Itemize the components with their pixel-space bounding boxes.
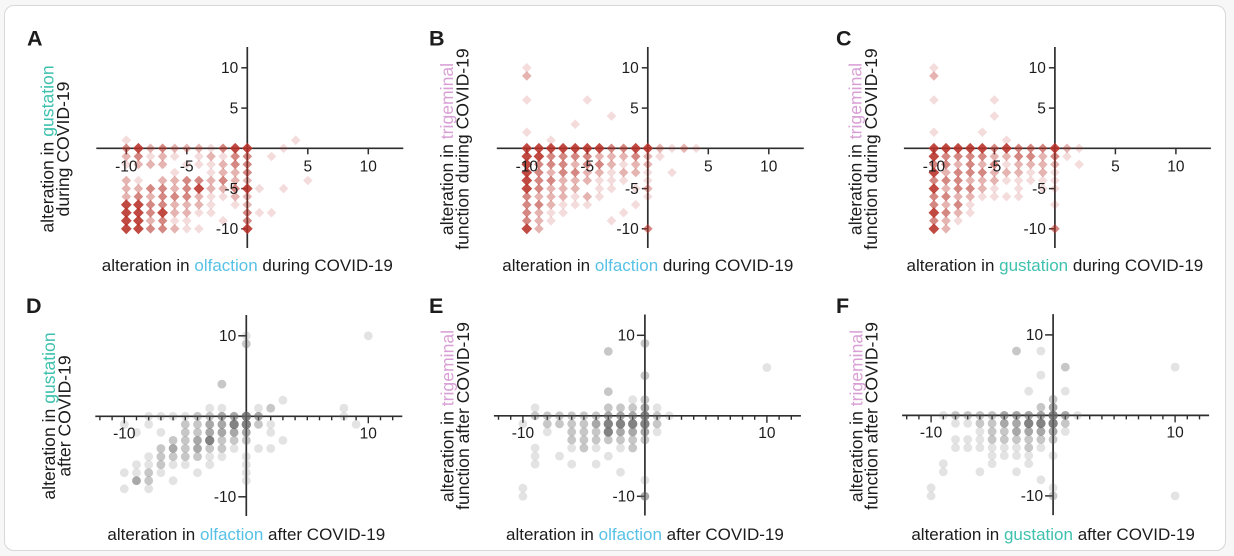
- svg-text:10: 10: [1166, 424, 1184, 441]
- svg-text:alteration in olfaction after: alteration in olfaction after COVID-19: [107, 525, 385, 544]
- svg-text:-10: -10: [1021, 488, 1044, 505]
- svg-text:10: 10: [221, 60, 239, 77]
- svg-text:alteration in trigeminal: alteration in trigeminal: [845, 63, 865, 235]
- svg-text:function during COVID-19: function during COVID-19: [452, 48, 472, 249]
- svg-text:5: 5: [630, 100, 639, 117]
- svg-text:-5: -5: [1032, 181, 1046, 198]
- svg-text:5: 5: [704, 158, 713, 175]
- svg-text:-5: -5: [180, 158, 194, 175]
- svg-text:-10: -10: [616, 221, 639, 238]
- svg-text:10: 10: [1029, 60, 1047, 77]
- svg-text:alteration in olfaction during: alteration in olfaction during COVID-19: [502, 256, 793, 275]
- svg-text:F: F: [836, 294, 849, 318]
- svg-text:after COVID-19: after COVID-19: [54, 355, 74, 476]
- svg-text:alteration in trigeminal: alteration in trigeminal: [438, 330, 458, 502]
- svg-text:alteration in gustation after: alteration in gustation after COVID-19: [911, 525, 1195, 544]
- svg-text:10: 10: [758, 425, 776, 442]
- svg-text:alteration in gustation: alteration in gustation: [37, 65, 57, 232]
- svg-text:-5: -5: [625, 181, 639, 198]
- svg-text:-10: -10: [512, 425, 535, 442]
- svg-text:10: 10: [1026, 327, 1044, 344]
- svg-text:5: 5: [1111, 158, 1120, 175]
- svg-text:during COVID-19: during COVID-19: [53, 82, 73, 217]
- svg-text:10: 10: [622, 60, 640, 77]
- svg-text:-10: -10: [920, 424, 943, 441]
- svg-text:10: 10: [360, 425, 378, 442]
- svg-text:5: 5: [303, 158, 312, 175]
- svg-text:function during COVID-19: function during COVID-19: [861, 48, 881, 249]
- svg-text:-10: -10: [113, 425, 136, 442]
- svg-text:alteration in olfaction during: alteration in olfaction during COVID-19: [102, 256, 393, 275]
- svg-text:A: A: [27, 27, 43, 51]
- svg-text:-10: -10: [214, 489, 237, 506]
- svg-text:-5: -5: [225, 181, 239, 198]
- svg-text:-5: -5: [988, 158, 1002, 175]
- svg-text:C: C: [836, 27, 852, 51]
- svg-text:function after COVID-19: function after COVID-19: [453, 322, 473, 510]
- svg-text:alteration in trigeminal: alteration in trigeminal: [437, 63, 457, 235]
- svg-text:5: 5: [1037, 100, 1046, 117]
- svg-text:-10: -10: [1023, 221, 1046, 238]
- svg-text:-10: -10: [923, 158, 946, 175]
- svg-text:function after COVID-19: function after COVID-19: [862, 322, 882, 510]
- svg-text:alteration in trigeminal: alteration in trigeminal: [846, 330, 866, 502]
- svg-text:alteration in gustation during: alteration in gustation during COVID-19: [907, 256, 1204, 275]
- svg-text:alteration in olfaction after: alteration in olfaction after COVID-19: [506, 525, 784, 544]
- svg-text:-10: -10: [516, 158, 539, 175]
- svg-text:-10: -10: [216, 221, 239, 238]
- svg-text:10: 10: [360, 158, 378, 175]
- svg-text:alteration in gustation: alteration in gustation: [39, 332, 59, 499]
- svg-text:10: 10: [618, 328, 636, 345]
- svg-text:B: B: [429, 27, 445, 51]
- svg-text:10: 10: [219, 328, 237, 345]
- svg-text:D: D: [26, 294, 42, 318]
- svg-text:-10: -10: [115, 158, 138, 175]
- svg-text:10: 10: [1167, 158, 1185, 175]
- svg-text:E: E: [429, 294, 443, 318]
- svg-text:10: 10: [760, 158, 778, 175]
- svg-text:-10: -10: [612, 489, 635, 506]
- svg-text:5: 5: [230, 100, 239, 117]
- svg-text:-5: -5: [580, 158, 594, 175]
